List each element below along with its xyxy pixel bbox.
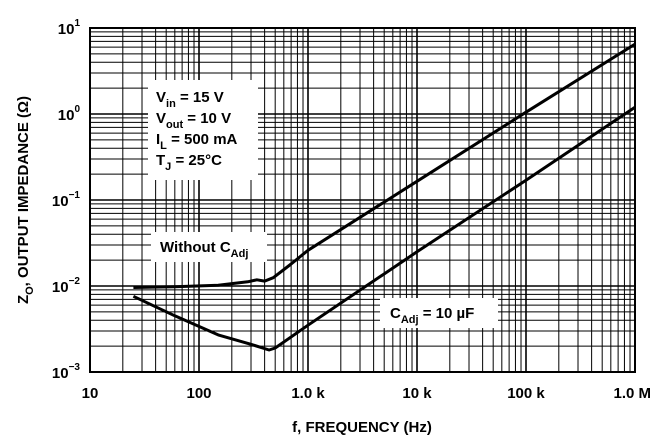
- y-tick-label: 10−3: [52, 362, 81, 382]
- x-tick-label: 1.0 M: [613, 385, 651, 402]
- y-tick-label: 101: [58, 18, 81, 38]
- x-tick-label: 10: [82, 385, 99, 402]
- x-tick-label: 10 k: [402, 385, 432, 402]
- series-label-cadj: CAdj = 10 µF: [390, 305, 474, 326]
- y-tick-label: 100: [58, 104, 81, 124]
- conditions-box: [148, 80, 258, 180]
- y-tick-labels: 101 100 10−1 10−2 10−3: [52, 18, 81, 382]
- label-box-without-cadj: [151, 232, 267, 262]
- x-tick-label: 100 k: [507, 385, 545, 402]
- condition-line: Vout = 10 V: [156, 110, 231, 131]
- x-tick-label: 1.0 k: [291, 385, 325, 402]
- condition-line: IL = 500 mA: [156, 131, 238, 152]
- x-tick-label: 100: [186, 385, 211, 402]
- condition-line: TJ = 25°C: [156, 152, 222, 173]
- y-axis-title: ZO, OUTPUT IMPEDANCE (Ω): [15, 96, 36, 304]
- x-axis-title: f, FREQUENCY (Hz): [292, 419, 432, 436]
- plot-frame: [89, 27, 636, 373]
- condition-line: Vin = 15 V: [156, 89, 224, 110]
- y-tick-label: 10−1: [52, 190, 81, 210]
- y-tick-label: 10−2: [52, 276, 81, 296]
- series-line-1: [132, 105, 636, 352]
- series-line-0: [133, 42, 636, 289]
- series-label-without-cadj: Without CAdj: [160, 239, 248, 260]
- x-tick-labels: 10 100 1.0 k 10 k 100 k 1.0 M: [82, 385, 651, 402]
- label-box-cadj: [380, 298, 498, 328]
- curves: [132, 42, 636, 352]
